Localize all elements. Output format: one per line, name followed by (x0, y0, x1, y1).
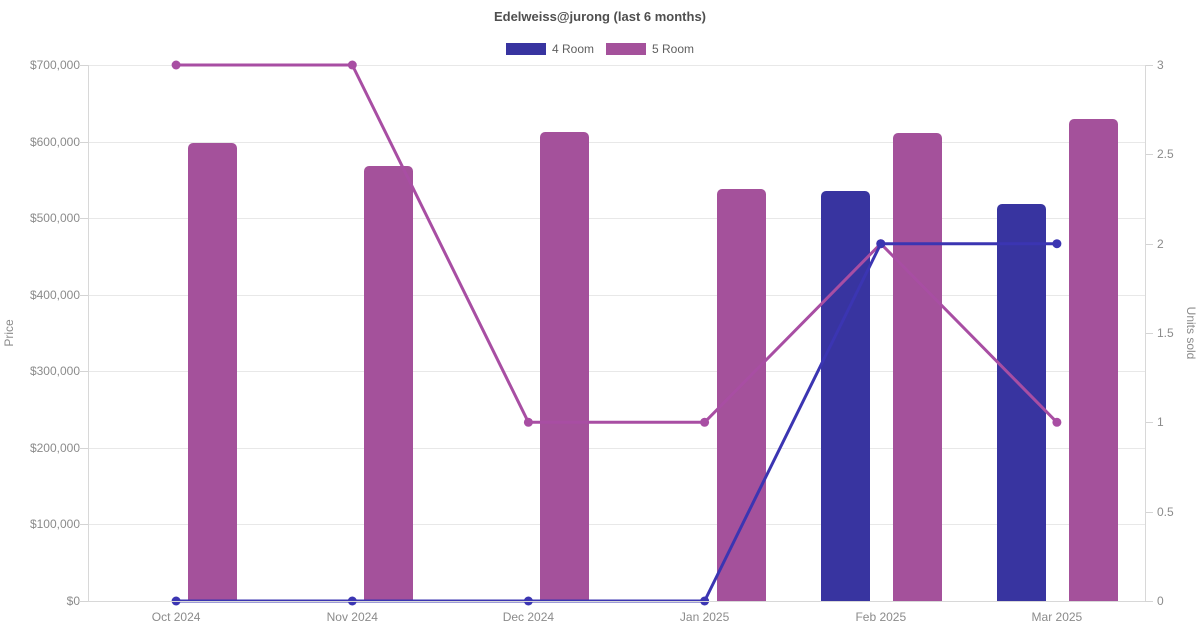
y-tick-right (1145, 601, 1153, 602)
x-tick-label-jan-2025: Jan 2025 (679, 610, 730, 624)
point-5-room-mar-2025[interactable] (1052, 417, 1062, 427)
y-tick-label-left: $0 (66, 594, 80, 608)
chart-title: Edelweiss@jurong (last 6 months) (493, 9, 707, 24)
gridline-500000 (88, 218, 1145, 220)
y-tick-right (1145, 154, 1153, 156)
gridline-300000 (88, 371, 1145, 373)
legend-swatch-4-room (505, 43, 546, 55)
y-tick-left (79, 218, 88, 220)
plot-area (88, 60, 1145, 606)
gridline-200000 (88, 447, 1145, 449)
y-tick-right (1145, 65, 1153, 66)
y-tick-label-left: $500,000 (29, 211, 80, 226)
y-tick-right (1145, 333, 1153, 334)
y-tick-label-left: $600,000 (29, 134, 80, 149)
y-tick-label-right: 0.5 (1157, 504, 1174, 519)
x-tick-label-nov-2024: Nov 2024 (326, 610, 378, 624)
y-tick-left (79, 65, 88, 66)
y-tick-left (79, 371, 88, 373)
bar-5-room-feb-2025[interactable] (892, 133, 942, 601)
point-4-room-mar-2025[interactable] (1052, 239, 1062, 249)
bar-4-room-feb-2025[interactable] (820, 191, 870, 601)
y-tick-left (79, 294, 88, 296)
y-tick-right (1145, 511, 1153, 513)
y-tick-label-left: $700,000 (29, 58, 80, 72)
y-tick-label-right: 0 (1157, 594, 1164, 608)
point-4-room-feb-2025[interactable] (876, 239, 886, 249)
point-5-room-jan-2025[interactable] (700, 417, 710, 427)
bar-5-room-mar-2025[interactable] (1068, 119, 1118, 601)
y-tick-label-left: $200,000 (29, 440, 80, 455)
units-sold-lines (171, 60, 1062, 606)
y-tick-right (1145, 422, 1153, 424)
y-tick-left (79, 141, 88, 143)
legend-label-4-room: 4 Room (551, 42, 594, 56)
y-tick-right (1145, 243, 1153, 245)
y-tick-left (79, 524, 88, 526)
y-tick-label-left: $100,000 (29, 517, 80, 532)
x-tick-label-dec-2024: Dec 2024 (502, 610, 555, 624)
gridline-700000 (88, 65, 1145, 66)
y-tick-label-left: $300,000 (29, 364, 80, 379)
y-tick-label-right: 1 (1157, 415, 1164, 430)
point-5-room-oct-2024[interactable] (171, 60, 181, 70)
legend-item-5-room[interactable]: 5 Room (606, 42, 694, 56)
right-axis-line (1145, 65, 1146, 601)
bar-5-room-dec-2024[interactable] (540, 131, 590, 601)
x-tick-label-feb-2025: Feb 2025 (855, 610, 907, 624)
gridline-600000 (88, 141, 1145, 143)
y-tick-left (79, 601, 88, 602)
x-axis-line (88, 601, 1145, 602)
y-tick-label-right: 2.5 (1157, 147, 1174, 162)
point-5-room-dec-2024[interactable] (523, 417, 533, 427)
y-tick-label-right: 2 (1157, 236, 1164, 251)
legend: 4 Room 5 Room (0, 42, 1200, 56)
line-5-room (174, 63, 1059, 424)
x-tick-label-mar-2025: Mar 2025 (1031, 610, 1083, 624)
bar-5-room-jan-2025[interactable] (716, 189, 766, 601)
bar-5-room-oct-2024[interactable] (188, 143, 238, 601)
legend-item-4-room[interactable]: 4 Room (505, 42, 594, 56)
left-axis-line (88, 65, 89, 601)
y-tick-left (79, 447, 88, 449)
legend-swatch-5-room (606, 43, 646, 55)
legend-label-5-room: 5 Room (652, 42, 695, 56)
y-tick-label-right: 3 (1157, 58, 1164, 72)
gridline-100000 (88, 524, 1145, 526)
bar-5-room-nov-2024[interactable] (364, 166, 414, 601)
y-tick-label-right: 1.5 (1157, 326, 1174, 340)
left-axis-title: Price (2, 319, 16, 347)
x-tick-label-oct-2024: Oct 2024 (151, 610, 201, 624)
right-axis-title: Units sold (1184, 306, 1198, 360)
y-tick-label-left: $400,000 (29, 287, 80, 302)
gridline-400000 (88, 294, 1145, 296)
point-5-room-nov-2024[interactable] (347, 60, 357, 70)
